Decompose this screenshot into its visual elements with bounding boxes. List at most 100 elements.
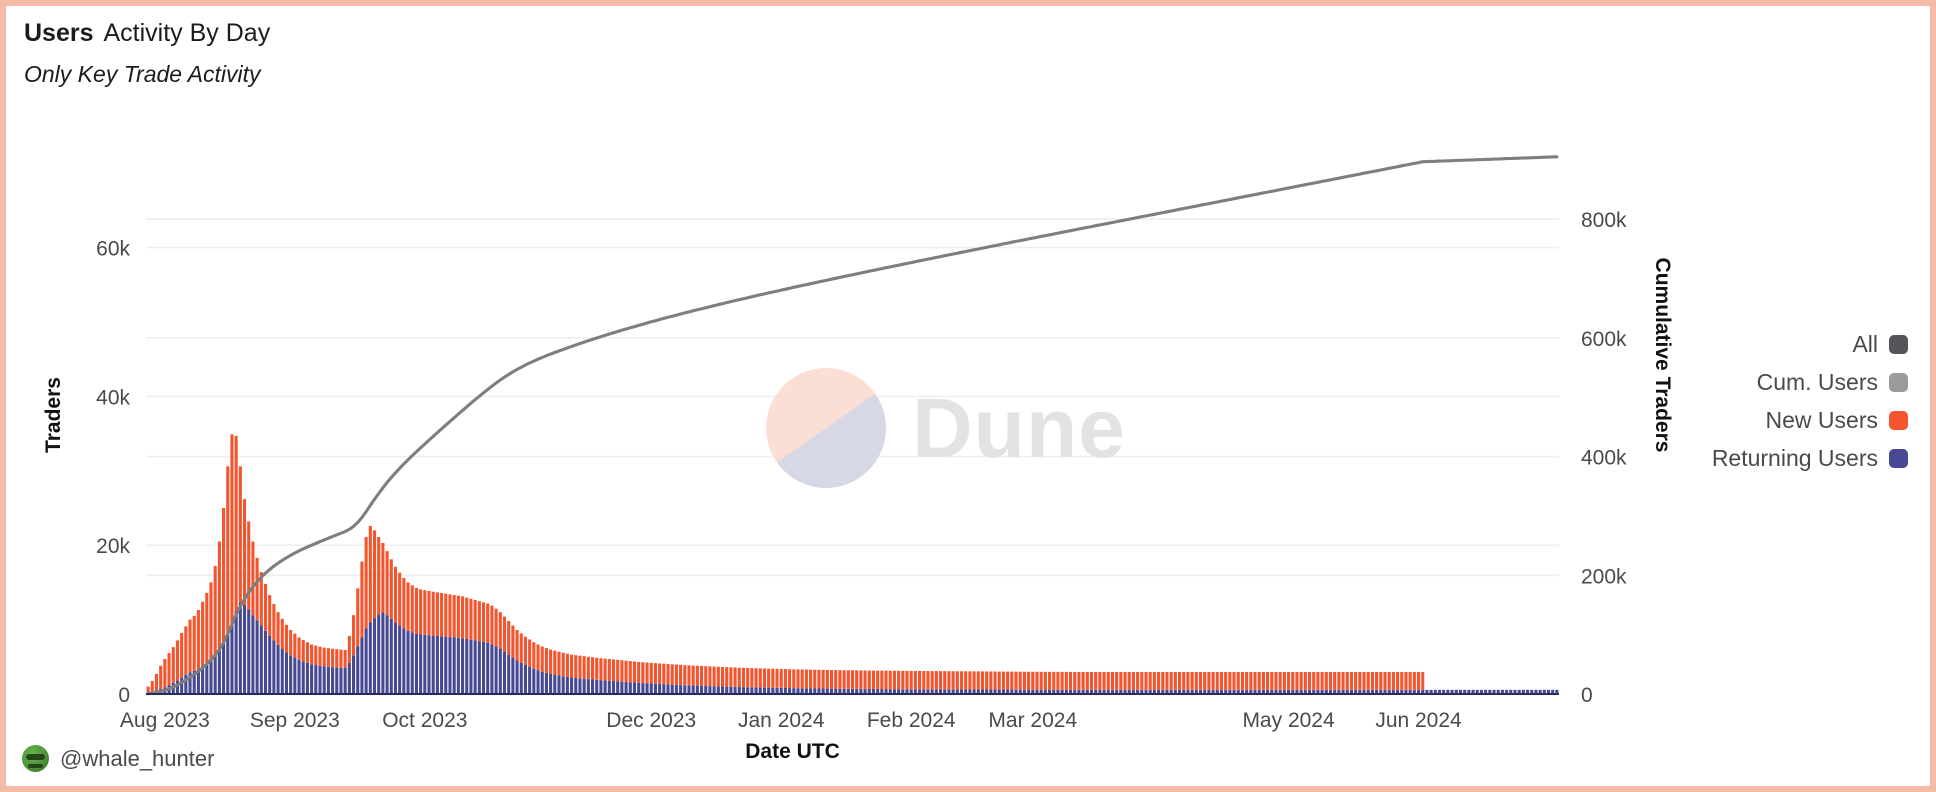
- bar-returning-users: [985, 689, 989, 694]
- bar-new-users: [859, 670, 863, 689]
- bar-new-users: [729, 667, 733, 687]
- legend-item-cum-users[interactable]: Cum. Users: [1712, 369, 1908, 396]
- bar-returning-users: [570, 677, 574, 694]
- bar-returning-users: [1555, 689, 1559, 694]
- bar-returning-users: [444, 636, 448, 694]
- bar-returning-users: [871, 688, 876, 694]
- bar-new-users: [1052, 671, 1056, 690]
- bar-new-users: [796, 669, 800, 689]
- pepe-avatar-icon: [22, 745, 49, 772]
- bar-new-users: [1035, 671, 1039, 690]
- y-axis-tick-label: 40k: [96, 386, 130, 409]
- bar-returning-users: [666, 684, 670, 694]
- bar-returning-users: [746, 687, 750, 694]
- bar-returning-users: [779, 687, 783, 694]
- bar-returning-users: [842, 688, 846, 694]
- bar-new-users: [427, 590, 431, 636]
- legend-item-returning-users[interactable]: Returning Users: [1712, 445, 1908, 472]
- bar-new-users: [1421, 671, 1425, 690]
- bar-new-users: [268, 595, 272, 636]
- bar-returning-users: [205, 662, 209, 694]
- bar-returning-users: [293, 657, 297, 694]
- bar-returning-users: [997, 689, 1001, 694]
- bar-returning-users: [1022, 689, 1026, 694]
- bar-new-users: [335, 649, 339, 668]
- bar-returning-users: [758, 687, 762, 694]
- bar-returning-users: [687, 685, 691, 694]
- bar-returning-users: [553, 674, 557, 694]
- bar-new-users: [1274, 671, 1278, 690]
- bar-returning-users: [1370, 689, 1374, 694]
- bar-new-users: [968, 671, 972, 690]
- bar-new-users: [1081, 671, 1085, 690]
- bar-new-users: [955, 671, 959, 690]
- bar-new-users: [842, 670, 846, 689]
- bar-new-users: [1094, 671, 1098, 690]
- bar-returning-users: [494, 646, 498, 694]
- bar-returning-users: [599, 680, 603, 694]
- bar-returning-users: [1031, 689, 1035, 694]
- bar-returning-users: [737, 687, 741, 694]
- bar-new-users: [846, 670, 850, 689]
- bar-returning-users: [1177, 689, 1182, 694]
- bar-returning-users: [641, 683, 645, 694]
- bar-returning-users: [607, 680, 611, 694]
- bar-new-users: [1291, 671, 1295, 690]
- bar-returning-users: [800, 688, 804, 694]
- bar-returning-users: [1383, 689, 1387, 694]
- bar-new-users: [528, 639, 532, 667]
- bar-returning-users: [440, 636, 444, 694]
- bar-returning-users: [1450, 689, 1454, 694]
- bar-new-users: [1127, 671, 1131, 690]
- bar-returning-users: [1182, 689, 1186, 694]
- bar-new-users: [1261, 671, 1265, 690]
- bar-returning-users: [1060, 689, 1064, 694]
- bar-returning-users: [1333, 689, 1337, 694]
- bar-new-users: [410, 585, 414, 633]
- bar-new-users: [809, 669, 813, 689]
- bar-series-group: [146, 434, 1559, 694]
- bar-new-users: [1165, 671, 1169, 690]
- bar-new-users: [1022, 671, 1026, 690]
- legend-item-all[interactable]: All: [1712, 331, 1908, 358]
- bar-new-users: [1194, 671, 1198, 690]
- bar-new-users: [1010, 671, 1014, 690]
- bar-new-users: [888, 670, 892, 690]
- bar-new-users: [1245, 671, 1249, 690]
- author-footer[interactable]: @whale_hunter: [22, 745, 214, 772]
- legend-swatch-new-users: [1889, 411, 1908, 430]
- bar-returning-users: [788, 688, 792, 694]
- legend-label: New Users: [1765, 407, 1878, 433]
- bar-new-users: [251, 541, 255, 616]
- bar-returning-users: [943, 689, 947, 694]
- bar-new-users: [213, 566, 217, 656]
- bar-new-users: [683, 665, 687, 686]
- bar-returning-users: [951, 689, 955, 694]
- bar-new-users: [1198, 671, 1203, 690]
- bar-returning-users: [1115, 689, 1119, 694]
- bar-returning-users: [645, 683, 649, 694]
- bar-returning-users: [305, 662, 309, 694]
- bar-returning-users: [1530, 689, 1534, 694]
- bar-returning-users: [846, 688, 850, 694]
- line-cumulative-users: [146, 155, 1559, 696]
- bar-returning-users: [968, 689, 972, 694]
- bar-returning-users: [351, 655, 356, 694]
- bar-new-users: [1089, 671, 1094, 690]
- bar-new-users: [607, 659, 611, 681]
- bar-new-users: [523, 636, 528, 665]
- y-axis-tick-label: 0: [118, 684, 130, 707]
- bar-new-users: [393, 566, 398, 623]
- bar-returning-users: [314, 664, 318, 694]
- bar-new-users: [301, 640, 305, 662]
- bar-new-users: [238, 466, 242, 603]
- bar-new-users: [649, 662, 653, 684]
- bar-new-users: [783, 669, 787, 688]
- bar-returning-users: [762, 687, 767, 694]
- bar-new-users: [645, 662, 649, 684]
- legend-item-new-users[interactable]: New Users: [1712, 407, 1908, 434]
- x-axis-tick-label: Jun 2024: [1375, 709, 1462, 732]
- bar-new-users: [1136, 671, 1140, 690]
- bar-returning-users: [364, 628, 368, 694]
- bar-returning-users: [632, 682, 637, 694]
